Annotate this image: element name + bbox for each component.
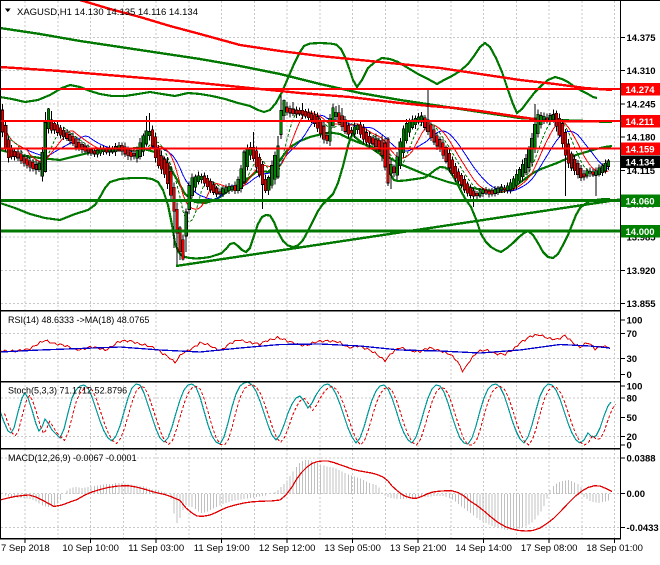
svg-text:14.375: 14.375 <box>627 33 657 44</box>
svg-text:100: 100 <box>627 382 643 393</box>
svg-text:14.180: 14.180 <box>627 133 656 144</box>
svg-text:14.159: 14.159 <box>626 144 655 155</box>
svg-text:13.985: 13.985 <box>627 233 657 244</box>
svg-text:-0.0433: -0.0433 <box>627 523 659 534</box>
svg-text:Stoch(5,3,3) 71.1712 52.8796: Stoch(5,3,3) 71.1712 52.8796 <box>8 386 127 396</box>
svg-text:14.310: 14.310 <box>627 66 656 77</box>
svg-text:20: 20 <box>627 432 638 443</box>
svg-text:30: 30 <box>627 354 638 365</box>
svg-text:14.134: 14.134 <box>626 157 656 168</box>
svg-text:11 Sep 19:00: 11 Sep 19:00 <box>194 543 250 554</box>
svg-text:12 Sep 12:00: 12 Sep 12:00 <box>259 543 316 554</box>
svg-text:14 Sep 14:00: 14 Sep 14:00 <box>455 543 512 554</box>
svg-text:17 Sep 08:00: 17 Sep 08:00 <box>521 543 578 554</box>
svg-text:100: 100 <box>627 316 643 327</box>
svg-text:50: 50 <box>627 413 638 424</box>
svg-text:RSI(14) 48.6333 ->MA(18) 48.0: RSI(14) 48.6333 ->MA(18) 48.0765 <box>8 315 149 325</box>
svg-text:14.060: 14.060 <box>626 196 655 207</box>
svg-text:11 Sep 03:00: 11 Sep 03:00 <box>128 543 184 554</box>
svg-text:XAGUSD,H1 14.130 14.135 14.11: XAGUSD,H1 14.130 14.135 14.116 14.134 <box>17 7 198 18</box>
svg-text:0: 0 <box>627 370 632 381</box>
svg-text:14.245: 14.245 <box>627 99 657 110</box>
svg-text:14.000: 14.000 <box>626 227 655 238</box>
svg-text:13 Sep 21:00: 13 Sep 21:00 <box>390 543 447 554</box>
svg-text:7 Sep 2018: 7 Sep 2018 <box>1 543 50 554</box>
svg-text:14.274: 14.274 <box>626 85 656 96</box>
svg-text:0.00: 0.00 <box>627 489 646 500</box>
svg-text:13 Sep 05:00: 13 Sep 05:00 <box>324 543 381 554</box>
svg-text:0: 0 <box>627 441 632 452</box>
svg-text:0.0388: 0.0388 <box>627 454 656 465</box>
svg-text:13.920: 13.920 <box>627 266 656 277</box>
svg-text:14.115: 14.115 <box>627 166 656 177</box>
svg-text:MACD(12,26,9) -0.0067 -0.0001: MACD(12,26,9) -0.0067 -0.0001 <box>8 453 137 463</box>
svg-text:14.211: 14.211 <box>626 117 655 128</box>
svg-text:80: 80 <box>627 394 638 405</box>
svg-text:18 Sep 01:00: 18 Sep 01:00 <box>586 543 643 554</box>
svg-text:70: 70 <box>627 329 638 340</box>
svg-text:13.855: 13.855 <box>627 299 657 310</box>
svg-text:10 Sep 10:00: 10 Sep 10:00 <box>62 543 119 554</box>
